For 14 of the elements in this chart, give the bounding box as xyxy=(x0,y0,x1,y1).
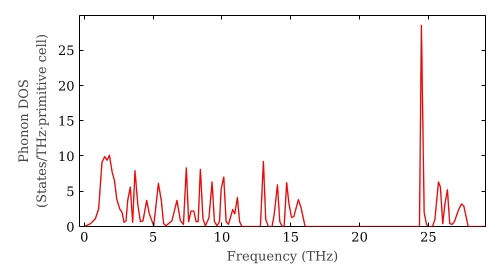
x-tick-label: 25 xyxy=(420,230,437,246)
y-tick-label: 15 xyxy=(58,114,75,130)
y-tick-label: 0 xyxy=(66,220,75,236)
x-axis-title: Frequency (THz) xyxy=(226,250,338,264)
x-tick-label: 20 xyxy=(351,230,368,246)
y-tick-label: 25 xyxy=(58,44,75,60)
y-axis-title: Phonon DOS (States/THz·primitive cell) xyxy=(16,34,50,208)
y-tick-label: 20 xyxy=(58,79,75,94)
x-tick-label: 10 xyxy=(214,230,230,246)
x-tick-label: 5 xyxy=(148,230,158,246)
y-tick-label: 5 xyxy=(66,185,75,200)
x-tick-label: 0 xyxy=(80,230,88,246)
y-tick-label: 10 xyxy=(58,150,75,165)
x-tick-label: 15 xyxy=(282,230,300,246)
